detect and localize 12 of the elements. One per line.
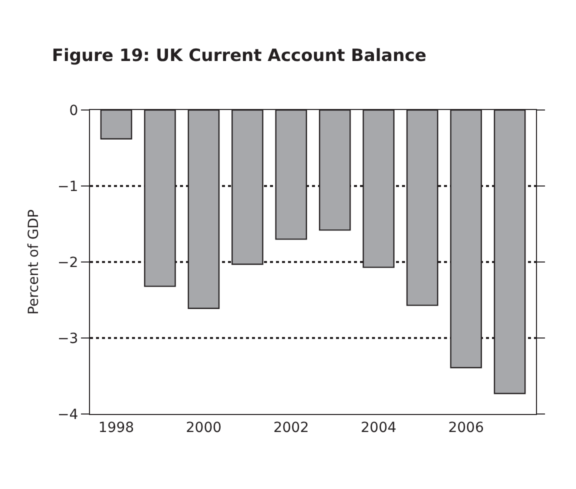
- y-tick-label: −4: [58, 406, 78, 423]
- y-tick-label: 0: [69, 102, 78, 119]
- x-tick-label: 2000: [186, 420, 222, 436]
- y-tick-label: −1: [58, 178, 78, 195]
- x-tick-label: 2002: [273, 420, 309, 436]
- x-tick-label: 2006: [448, 420, 484, 436]
- chart-title: Figure 19: UK Current Account Balance: [52, 46, 426, 66]
- y-axis-title: Percent of GDP: [26, 209, 42, 315]
- y-tick-label: −2: [58, 254, 78, 271]
- x-tick-label: 1998: [98, 420, 134, 436]
- x-tick-label: 2004: [360, 420, 396, 436]
- y-tick-label: −3: [58, 330, 78, 347]
